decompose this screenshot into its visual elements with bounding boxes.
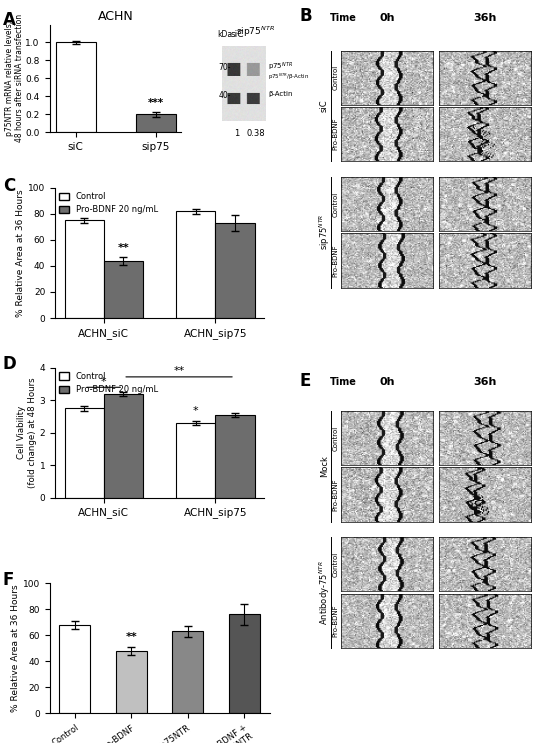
Y-axis label: p75NTR mRNA relative levels,
48 hours after siRNA transfection: p75NTR mRNA relative levels, 48 hours af… <box>4 14 24 143</box>
Bar <box>103 261 143 318</box>
Text: Control: Control <box>332 65 338 90</box>
Text: A: A <box>3 11 15 29</box>
Bar <box>116 651 147 713</box>
Text: 0h: 0h <box>379 13 395 23</box>
Text: Mock: Mock <box>320 455 329 477</box>
Text: p75$^{NTR}$/β-Actin: p75$^{NTR}$/β-Actin <box>268 71 310 82</box>
Text: Time: Time <box>330 13 357 23</box>
Text: Control: Control <box>332 552 338 577</box>
Bar <box>172 632 203 713</box>
Bar <box>216 223 255 318</box>
Text: 1: 1 <box>234 129 239 137</box>
Text: Pro-BDNF: Pro-BDNF <box>332 605 338 637</box>
Text: siC: siC <box>230 30 244 39</box>
Text: 0h: 0h <box>379 377 395 387</box>
Text: Time: Time <box>330 377 357 387</box>
Text: **: ** <box>117 243 129 253</box>
Bar <box>135 114 175 132</box>
Text: siC: siC <box>320 100 329 112</box>
Bar <box>176 211 216 318</box>
Y-axis label: Cell Viability
(fold change) at 48 Hours: Cell Viability (fold change) at 48 Hours <box>18 377 37 488</box>
Bar <box>64 409 103 498</box>
Text: sip75$^{NTR}$: sip75$^{NTR}$ <box>317 214 332 250</box>
Text: 40-: 40- <box>218 91 231 100</box>
Text: Control: Control <box>332 426 338 450</box>
Text: **: ** <box>173 366 185 376</box>
Bar <box>59 625 91 713</box>
Text: Pro-BDNF: Pro-BDNF <box>332 478 338 510</box>
Text: Antibody-75$^{NTR}$: Antibody-75$^{NTR}$ <box>317 560 332 625</box>
Text: Pro-BDNF: Pro-BDNF <box>332 118 338 150</box>
Legend: Control, Pro-BDNF 20 ng/mL: Control, Pro-BDNF 20 ng/mL <box>59 372 158 394</box>
Text: sip75$^{NTR}$: sip75$^{NTR}$ <box>236 25 275 39</box>
Text: *: * <box>193 406 199 416</box>
Bar <box>228 614 260 713</box>
Text: Pro-BDNF: Pro-BDNF <box>332 244 338 276</box>
Text: C: C <box>3 177 15 195</box>
Text: β-Actin: β-Actin <box>268 91 293 97</box>
Bar <box>176 423 216 498</box>
Text: E: E <box>300 372 311 389</box>
Text: 0.38: 0.38 <box>246 129 265 137</box>
Text: 36h: 36h <box>474 377 497 387</box>
Bar <box>216 415 255 498</box>
Text: 36h: 36h <box>474 13 497 23</box>
Title: ACHN: ACHN <box>97 10 133 23</box>
Text: kDa: kDa <box>217 30 232 39</box>
Legend: Control, Pro-BDNF 20 ng/mL: Control, Pro-BDNF 20 ng/mL <box>59 192 158 214</box>
Text: D: D <box>3 355 16 373</box>
Bar <box>56 42 96 132</box>
Text: **: ** <box>125 632 137 642</box>
Text: F: F <box>3 571 14 588</box>
Text: ***: *** <box>147 98 163 108</box>
Bar <box>103 394 143 498</box>
Y-axis label: % Relative Area at 36 Hours: % Relative Area at 36 Hours <box>11 585 20 712</box>
Y-axis label: % Relative Area at 36 Hours: % Relative Area at 36 Hours <box>16 189 25 317</box>
Text: *: * <box>101 377 107 386</box>
Text: p75$^{NTR}$: p75$^{NTR}$ <box>268 61 294 73</box>
Text: 70-: 70- <box>218 62 231 72</box>
Text: Control: Control <box>332 192 338 216</box>
Text: B: B <box>300 7 312 25</box>
Bar <box>64 221 103 318</box>
